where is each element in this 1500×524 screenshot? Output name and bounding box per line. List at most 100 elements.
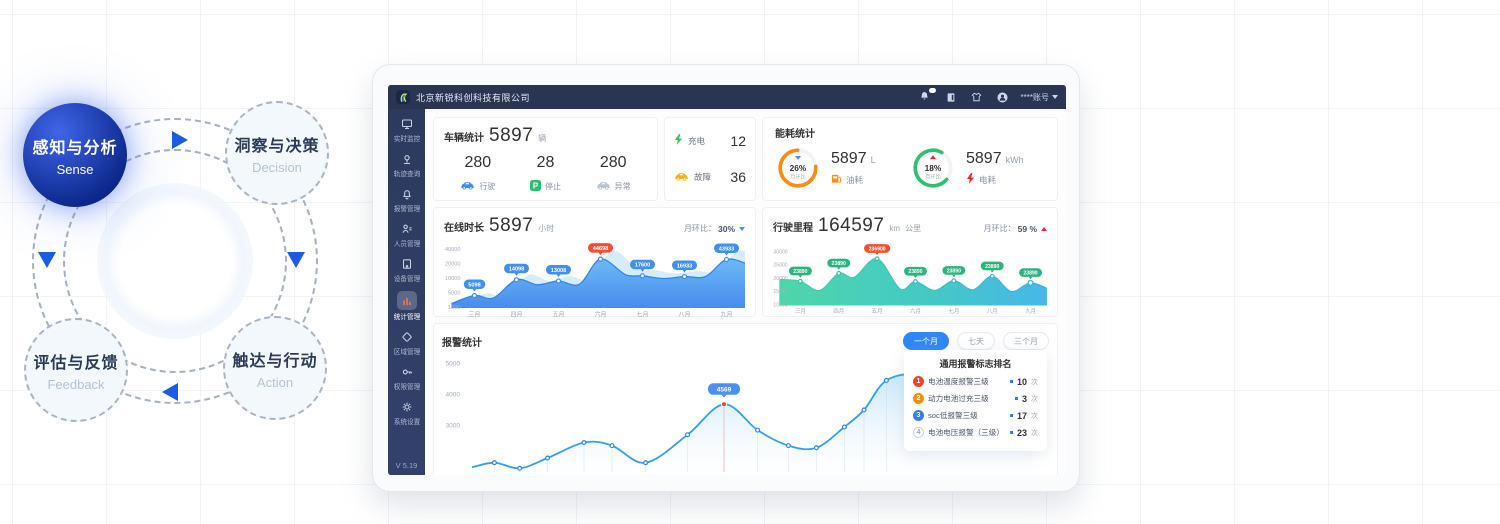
sidebar-item-stats[interactable]: 统计管理	[388, 287, 425, 325]
data-point	[841, 424, 847, 430]
data-point	[723, 256, 730, 263]
online-hours-chart: 40000 20000 10000 5000 1000 三月 四月 五月 六月 七月 八月 九月 509…	[445, 243, 745, 319]
data-point-label: 43933	[719, 246, 735, 252]
alarm-ranking-row: 2 动力电池过充三级 3 次	[913, 393, 1038, 404]
x-axis-label: 五月	[872, 308, 883, 315]
data-point	[609, 443, 615, 449]
data-point-label: 236900	[869, 246, 886, 252]
y-axis-label: 20000	[445, 262, 461, 268]
sidebar-item-label: 人员管理	[393, 241, 420, 248]
data-point	[639, 273, 646, 279]
alarm-tooltip	[708, 383, 740, 395]
fuel-icon	[831, 173, 842, 186]
gauge-label: 电耗	[966, 173, 1024, 186]
sidebar-item-settings[interactable]: 系统设置	[388, 395, 425, 430]
sidebar-item-region[interactable]: 区域管理	[388, 325, 425, 360]
data-point	[643, 460, 649, 466]
data-point	[581, 439, 587, 445]
cycle-node-decision: 洞察与决策 Decision	[225, 101, 329, 205]
sidebar-item-label: 系统设置	[393, 419, 420, 426]
data-point-label: 23890	[793, 269, 807, 275]
sidebar-item-track[interactable]: 轨迹查询	[388, 147, 425, 182]
sidebar-item-alarm[interactable]: 报警管理	[388, 182, 425, 217]
data-point	[861, 407, 867, 413]
gauge-number: 5897	[966, 150, 1002, 167]
alarm-tab-1[interactable]: 七天	[957, 332, 995, 350]
alarm-count: 10	[1016, 376, 1027, 387]
data-point	[836, 270, 842, 276]
sidebar-item-label: 实时监控	[393, 136, 420, 143]
charge-row-故障: 故障 36	[674, 168, 746, 186]
svg-text:18%: 18%	[925, 163, 942, 173]
data-point	[471, 292, 478, 299]
y-axis-label: 25000	[773, 263, 787, 269]
y-axis-label: 40000	[445, 247, 461, 253]
sidebar-item-device[interactable]: 设备管理	[388, 252, 425, 287]
alarm-tab-2[interactable]: 三个月	[1003, 332, 1049, 350]
cycle-node-feedback: 评估与反馈 Feedback	[24, 318, 128, 422]
svg-text:P: P	[533, 181, 539, 190]
y-axis-label: 20000	[773, 276, 787, 282]
sidebar-item-person[interactable]: 人员管理	[388, 217, 425, 252]
trend-down-icon	[739, 226, 745, 231]
account-name: ****账号	[1020, 92, 1049, 102]
data-point-label: 17600	[635, 263, 651, 269]
alarm-count: 3	[1021, 393, 1027, 404]
data-point	[989, 273, 995, 279]
shirt-icon[interactable]	[969, 89, 985, 105]
data-point-label: 5098	[468, 282, 480, 288]
data-point-label: 23890	[832, 261, 846, 267]
avatar-icon[interactable]	[995, 89, 1011, 105]
rank-badge: 3	[913, 410, 924, 421]
cycle-node-subtitle: Feedback	[47, 376, 105, 392]
alarm-type-label: soc低报警三级	[928, 411, 978, 420]
online-hours-title: 在线时长	[444, 223, 484, 234]
vehicle-stats-title: 车辆统计	[444, 133, 484, 144]
data-point-label-pill	[463, 279, 486, 289]
monitor-icon	[397, 116, 417, 132]
mileage-chart: 30000 25000 20000 15000 10000 三月 四月 五月 六月 七月 八月 九月 2…	[773, 244, 1047, 315]
online-area	[451, 259, 745, 308]
online-mom: 月环比： 30%	[684, 223, 745, 234]
data-point-label-pill	[588, 243, 613, 253]
bell-icon[interactable]	[917, 88, 936, 105]
sidebar-item-monitor[interactable]: 实时监控	[388, 112, 425, 147]
x-axis-label: 六月	[910, 307, 921, 315]
data-point-label: 14098	[509, 267, 525, 273]
data-point	[555, 278, 562, 284]
data-point	[1027, 279, 1034, 286]
device-icon	[397, 256, 417, 272]
account-menu[interactable]: ****账号	[1021, 92, 1058, 103]
alarm-tab-0[interactable]: 一个月	[903, 332, 949, 350]
charge-row-充电: 充电 12	[674, 132, 746, 150]
track-icon	[397, 151, 417, 167]
document-icon[interactable]	[943, 89, 959, 105]
data-point-label-pill	[864, 244, 891, 253]
region-icon	[397, 329, 417, 345]
flow-arrow-down-right-icon	[287, 252, 305, 268]
notification-badge	[928, 88, 936, 93]
online-mom-value: 30%	[717, 223, 735, 234]
cycle-node-title: 触达与行动	[232, 352, 318, 370]
data-point-label: 44698	[593, 246, 609, 252]
bullet-icon	[1009, 414, 1013, 417]
cycle-diagram: 感知与分析 Sense 洞察与决策 Decision 评估与反馈 Feedback 触达与行…	[0, 0, 360, 524]
online-hours-unit: 小时	[538, 224, 555, 233]
gauge-value: 5897 L	[831, 150, 876, 168]
data-point	[785, 443, 791, 449]
car-blue-icon	[460, 180, 475, 192]
alarm-type-label: 电池温度报警三级	[928, 377, 989, 386]
bolt-green-icon	[674, 132, 683, 150]
energy-stats-card: 能耗统计 26% 月环比 5897 L 油耗 18% 月环比 5897 kWh 电耗	[762, 117, 1058, 201]
y-axis-label: 10000	[773, 302, 787, 308]
permission-icon	[397, 364, 417, 380]
sidebar-item-permission[interactable]: 权限管理	[388, 360, 425, 395]
sidebar-item-label: 权限管理	[393, 384, 420, 391]
data-point	[813, 445, 819, 451]
charge-row-label: 充电	[688, 136, 706, 146]
sidebar-item-label: 轨迹查询	[393, 171, 420, 178]
gauge-label-text: 油耗	[846, 174, 864, 185]
data-point	[517, 465, 523, 471]
car-gray-icon	[596, 180, 611, 192]
flow-arrow-left-icon	[162, 383, 178, 401]
